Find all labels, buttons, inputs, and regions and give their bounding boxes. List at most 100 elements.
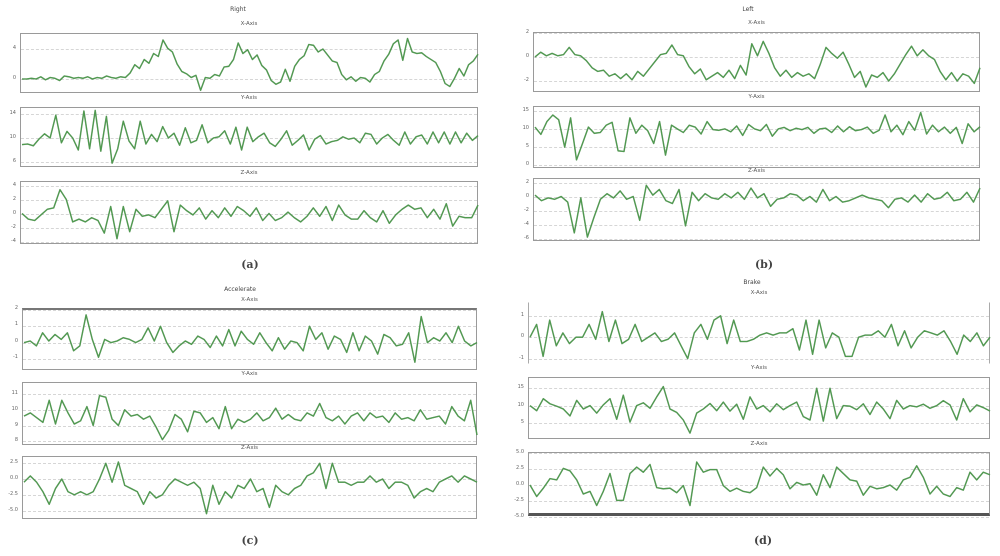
gridline (529, 469, 989, 470)
y-tick-label: 0 (525, 161, 529, 168)
subplot-title: Z-Axis (748, 168, 765, 174)
y-tick-label: 2.5 (10, 459, 18, 466)
gridline (23, 409, 476, 411)
gridline (534, 182, 979, 184)
y-tick-label: 0 (12, 75, 16, 81)
gridline (23, 425, 476, 427)
subplot-axes-zaxis (20, 181, 479, 244)
panel-caption: (c) (241, 534, 259, 547)
subplot-title: Z-Axis (240, 170, 258, 176)
panel-title: Right (230, 6, 246, 13)
gridline (534, 147, 979, 149)
subplot-axes-zaxis (528, 452, 991, 518)
subplot-title: Y-Axis (748, 94, 765, 100)
y-tick-label: 1 (14, 321, 18, 328)
y-tick-label: 4 (12, 181, 16, 188)
y-tick-label: -5.0 (8, 506, 18, 513)
subplot-title: X-Axis (241, 297, 258, 303)
y-tick-label: 5 (520, 418, 524, 425)
gridline (534, 165, 979, 167)
subplot-title: X-Axis (750, 290, 768, 296)
y-tick-label: 2 (525, 29, 529, 35)
y-tick-label: 15 (522, 106, 529, 113)
panel-title: Left (742, 6, 754, 13)
gridline (534, 33, 979, 34)
signal-line (529, 385, 991, 434)
panel-caption: (b) (754, 258, 774, 271)
subplot-title: Y-Axis (751, 365, 767, 371)
y-tick-label: 6 (12, 158, 16, 164)
subplot-axes-yaxis (20, 107, 479, 167)
signal-line (23, 461, 478, 515)
y-tick-label: 2.5 (516, 465, 524, 471)
gridline (529, 422, 989, 424)
y-tick-label: -2 (524, 77, 529, 83)
panel-title: Accelerate (224, 286, 256, 293)
gridline (529, 358, 989, 360)
gridline (534, 110, 979, 112)
y-tick-label: 0 (14, 337, 18, 344)
gridline (529, 485, 989, 486)
y-tick-label: -4 (11, 237, 16, 244)
gridline (23, 358, 476, 360)
y-tick-label: -1 (519, 354, 524, 361)
y-tick-label: -5.0 (514, 513, 524, 519)
y-tick-label: -4 (524, 220, 529, 227)
gridline (534, 210, 979, 212)
gridline (23, 394, 476, 396)
subplot-axes-xaxis (528, 302, 991, 364)
y-tick-label: 15 (517, 384, 524, 391)
gridline (23, 326, 476, 328)
y-tick-label: 14 (9, 110, 16, 116)
y-tick-label: 2 (14, 305, 18, 311)
y-tick-label: 10 (11, 405, 18, 412)
gridline (23, 342, 476, 344)
y-tick-label: 4 (12, 45, 16, 51)
gridline (23, 510, 476, 512)
subplot-axes-xaxis (533, 32, 981, 92)
gridline (23, 441, 476, 443)
panel-caption: (a) (241, 258, 259, 271)
y-tick-label: 9 (14, 421, 18, 428)
signal-line (529, 310, 991, 360)
subplot-axes-yaxis (528, 377, 991, 439)
gridline (529, 405, 989, 407)
y-tick-label: -2 (524, 206, 529, 213)
subplot-axes-yaxis (22, 382, 478, 445)
y-tick-label: 8 (14, 437, 18, 444)
y-tick-label: 2 (12, 195, 16, 202)
y-tick-label: -2.5 (514, 497, 524, 503)
y-tick-label: 0 (525, 53, 529, 59)
y-tick-label: 0.0 (10, 475, 18, 482)
signal-line (21, 188, 479, 240)
y-tick-label: 10 (522, 124, 529, 131)
gridline (529, 315, 989, 317)
signal-line (23, 394, 478, 441)
y-tick-label: 1 (520, 311, 524, 318)
y-tick-label: 0 (525, 192, 529, 199)
signal-line (534, 184, 981, 238)
signal-line (23, 314, 478, 364)
gridline (23, 463, 476, 465)
subplot-axes-zaxis (22, 456, 478, 519)
gridline (23, 310, 476, 311)
gridline (23, 494, 476, 496)
signal-line (22, 37, 479, 92)
y-tick-label: 5.0 (516, 449, 524, 455)
y-tick-label: 0.0 (516, 481, 524, 487)
gridline (529, 517, 989, 518)
subplot-axes-xaxis (20, 33, 479, 93)
y-tick-label: 0 (12, 209, 16, 216)
subplot-title: Z-Axis (241, 445, 258, 451)
panel-title: Brake (743, 279, 761, 286)
y-tick-label: 2 (525, 178, 529, 185)
gridline (529, 388, 989, 390)
subplot-title: Z-Axis (750, 441, 768, 447)
subplot-title: X-Axis (240, 21, 258, 27)
gridline (534, 224, 979, 226)
gridline (21, 49, 477, 50)
gridline (529, 337, 989, 339)
gridline (534, 57, 979, 58)
y-tick-label: 0 (520, 333, 524, 340)
signal-line (534, 40, 981, 88)
